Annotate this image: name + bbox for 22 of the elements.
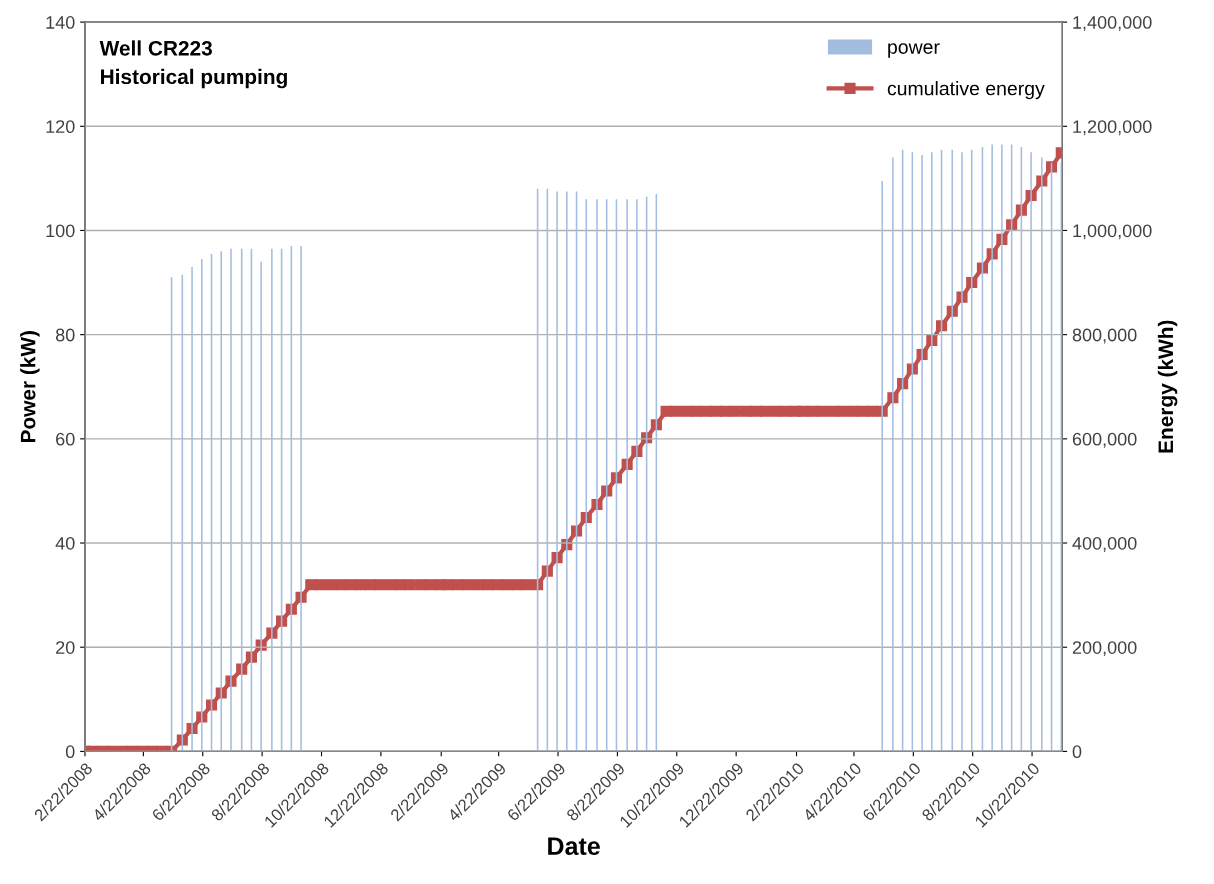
y-tick-label: 100	[46, 224, 75, 238]
y2-tick-label: 200,000	[1072, 641, 1137, 657]
legend-label: power	[888, 43, 940, 58]
y2-tick-label: 800,000	[1072, 328, 1137, 344]
y-tick-label: 60	[56, 432, 75, 446]
y2-axis-title: Energy (kWh)	[1157, 320, 1178, 453]
text: Well CR223 Historical pumping	[99, 40, 287, 89]
y-tick-label: 20	[56, 641, 75, 654]
y-tick-label: 120	[46, 120, 75, 134]
y-tick-label: 40	[55, 536, 75, 550]
y2-tick-label: 1,400,000	[1073, 16, 1152, 31]
y2-tick-label: 1,200,000	[1073, 120, 1152, 136]
y2-tick-label: 400,000	[1072, 536, 1137, 552]
y-tick-label: 140	[46, 16, 75, 29]
y2-tick-label: 1,000,000	[1073, 224, 1152, 240]
x-axis-title: Date	[548, 837, 600, 855]
y-tick-label: 80	[55, 328, 75, 342]
y-tick-label: 0	[65, 745, 75, 759]
y2-tick-label: 600,000	[1072, 432, 1137, 448]
y2-tick-label: 0	[1072, 745, 1082, 759]
y-axis-title: Power (kW)	[20, 331, 40, 443]
legend-label: cumulative energy	[887, 81, 1045, 100]
